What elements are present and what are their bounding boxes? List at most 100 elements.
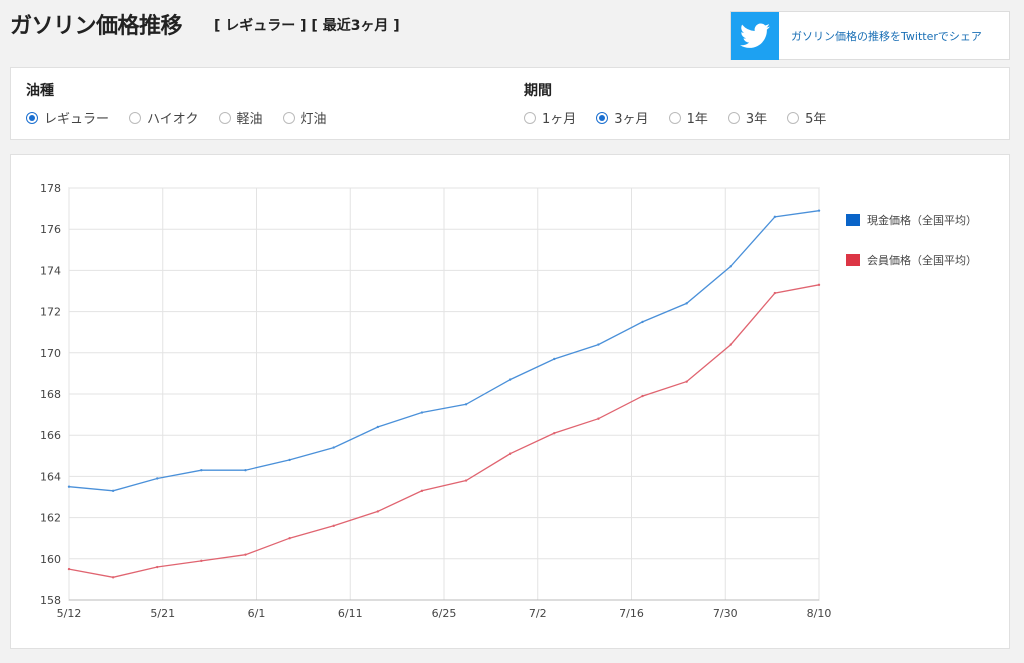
fuel-radio-regular[interactable]: レギュラー: [26, 108, 109, 127]
series-2-point: [288, 537, 291, 540]
series-1-point: [244, 469, 247, 472]
series-1-point: [200, 469, 203, 472]
radio-unchecked-icon: [668, 111, 681, 124]
series-line-2: [68, 284, 820, 578]
radio-checked-icon: [596, 111, 609, 124]
series-2-point: [200, 559, 203, 563]
series-1-point: [332, 446, 335, 449]
y-tick-label: 174: [40, 264, 61, 277]
fuel-radio-label: レギュラー: [44, 112, 110, 127]
page-title: ガソリン価格推移: [10, 14, 183, 39]
series-line-1: [68, 210, 820, 492]
fuel-radio-diesel[interactable]: 軽油: [218, 108, 263, 127]
y-tick-label: 170: [40, 347, 61, 360]
series-1-point: [729, 265, 732, 268]
fuel-type-heading: 油種: [26, 83, 54, 99]
series-1-point: [641, 320, 644, 324]
period-radio-label: 1ヶ月: [542, 112, 577, 127]
period-radio-1-year[interactable]: 1年: [668, 108, 708, 127]
series-1-point: [67, 485, 71, 488]
series-1-point: [288, 458, 291, 462]
series-2-point: [111, 576, 115, 579]
series-2-point: [773, 291, 777, 295]
series-1-point: [508, 378, 512, 381]
radio-unchecked-icon: [129, 111, 142, 124]
x-tick-label: 6/25: [432, 607, 457, 620]
period-radio-5-years[interactable]: 5年: [787, 108, 826, 127]
period-radio-3-months[interactable]: 3ヶ月: [596, 108, 649, 127]
chart-panel: 158 160 162 164 166 168 170 172 174 176 178 5/12 5/2…: [10, 154, 1010, 649]
period-radio-1-month[interactable]: 1ヶ月: [524, 108, 576, 127]
period-radio-3-years[interactable]: 3年: [727, 108, 768, 127]
series-2-point: [597, 417, 600, 420]
y-tick-label: 158: [40, 594, 61, 607]
series-2-point: [420, 489, 424, 493]
y-tick-label: 160: [40, 553, 61, 566]
series-2-point: [553, 431, 556, 435]
fuel-radio-label: 灯油: [300, 112, 327, 127]
x-tick-label: 7/2: [529, 607, 547, 620]
period-radio-label: 5年: [805, 112, 827, 127]
y-tick-label: 176: [40, 223, 61, 236]
series-2-point: [156, 565, 159, 569]
fuel-radio-label: ハイオク: [147, 112, 199, 127]
series-1-point: [773, 215, 777, 219]
period-radio-label: 3年: [745, 112, 768, 127]
series-1-point: [156, 477, 159, 480]
period-heading: 期間: [524, 83, 552, 99]
y-tick-label: 162: [40, 512, 61, 525]
fuel-type-radio-group: レギュラー ハイオク 軽油 灯油: [26, 108, 347, 127]
series-1-point: [111, 489, 115, 493]
y-tick-label: 164: [40, 470, 61, 483]
x-tick-label: 6/11: [338, 607, 363, 620]
x-tick-label: 5/21: [150, 607, 175, 620]
x-tick-label: 6/1: [248, 607, 266, 620]
series-2-point: [685, 380, 688, 383]
legend-label: 現金価格（全国平均）: [867, 213, 977, 227]
fuel-radio-high-octane[interactable]: ハイオク: [129, 108, 199, 127]
x-tick-label: 7/30: [713, 607, 738, 620]
radio-unchecked-icon: [282, 111, 295, 124]
filter-panel: 油種 レギュラー ハイオク 軽油 灯油 期間 1ヶ月 3ヶ月 1年 3年 5年: [10, 67, 1010, 140]
y-tick-label: 178: [40, 182, 61, 195]
series-1-point: [685, 302, 688, 305]
page-subtitle: [ レギュラー ] [ 最近3ヶ月 ]: [214, 18, 400, 34]
legend-swatch: [846, 254, 860, 266]
legend-label: 会員価格（全国平均）: [867, 253, 977, 267]
series-1-point: [420, 411, 424, 414]
price-line-chart: 158 160 162 164 166 168 170 172 174 176 178 5/12 5/2…: [40, 182, 977, 620]
x-tick-label: 8/10: [807, 607, 832, 620]
radio-unchecked-icon: [218, 111, 231, 124]
radio-unchecked-icon: [524, 111, 536, 124]
series-1-point: [376, 425, 380, 429]
period-radio-label: 1年: [686, 112, 708, 127]
twitter-bird-icon: [731, 11, 779, 60]
fuel-radio-kerosene[interactable]: 灯油: [282, 108, 327, 127]
period-radio-group: 1ヶ月 3ヶ月 1年 3年 5年: [524, 108, 846, 127]
radio-checked-icon: [26, 111, 38, 124]
series-1-point: [817, 209, 821, 212]
series-2-point: [729, 343, 732, 346]
series-1-point: [464, 403, 468, 406]
y-tick-label: 166: [40, 429, 61, 442]
series-2-point: [641, 394, 644, 398]
radio-unchecked-icon: [727, 111, 740, 124]
legend-swatch: [846, 214, 860, 226]
series-2-point: [244, 553, 247, 556]
series-1-point: [597, 343, 600, 346]
x-tick-label: 5/12: [57, 607, 82, 620]
twitter-share-button[interactable]: ガソリン価格の推移をTwitterでシェア: [730, 11, 1010, 60]
series-1-point: [553, 357, 556, 361]
period-radio-label: 3ヶ月: [614, 112, 649, 127]
y-tick-label: 168: [40, 388, 61, 401]
twitter-share-label: ガソリン価格の推移をTwitterでシェア: [791, 29, 982, 43]
series-2-point: [508, 452, 512, 455]
series-2-point: [376, 510, 380, 513]
y-tick-label: 172: [40, 306, 61, 319]
radio-unchecked-icon: [787, 111, 800, 124]
x-tick-label: 7/16: [619, 607, 644, 620]
series-2-point: [332, 524, 335, 528]
series-2-point: [817, 283, 821, 287]
fuel-radio-label: 軽油: [236, 112, 263, 127]
series-2-point: [67, 567, 71, 571]
